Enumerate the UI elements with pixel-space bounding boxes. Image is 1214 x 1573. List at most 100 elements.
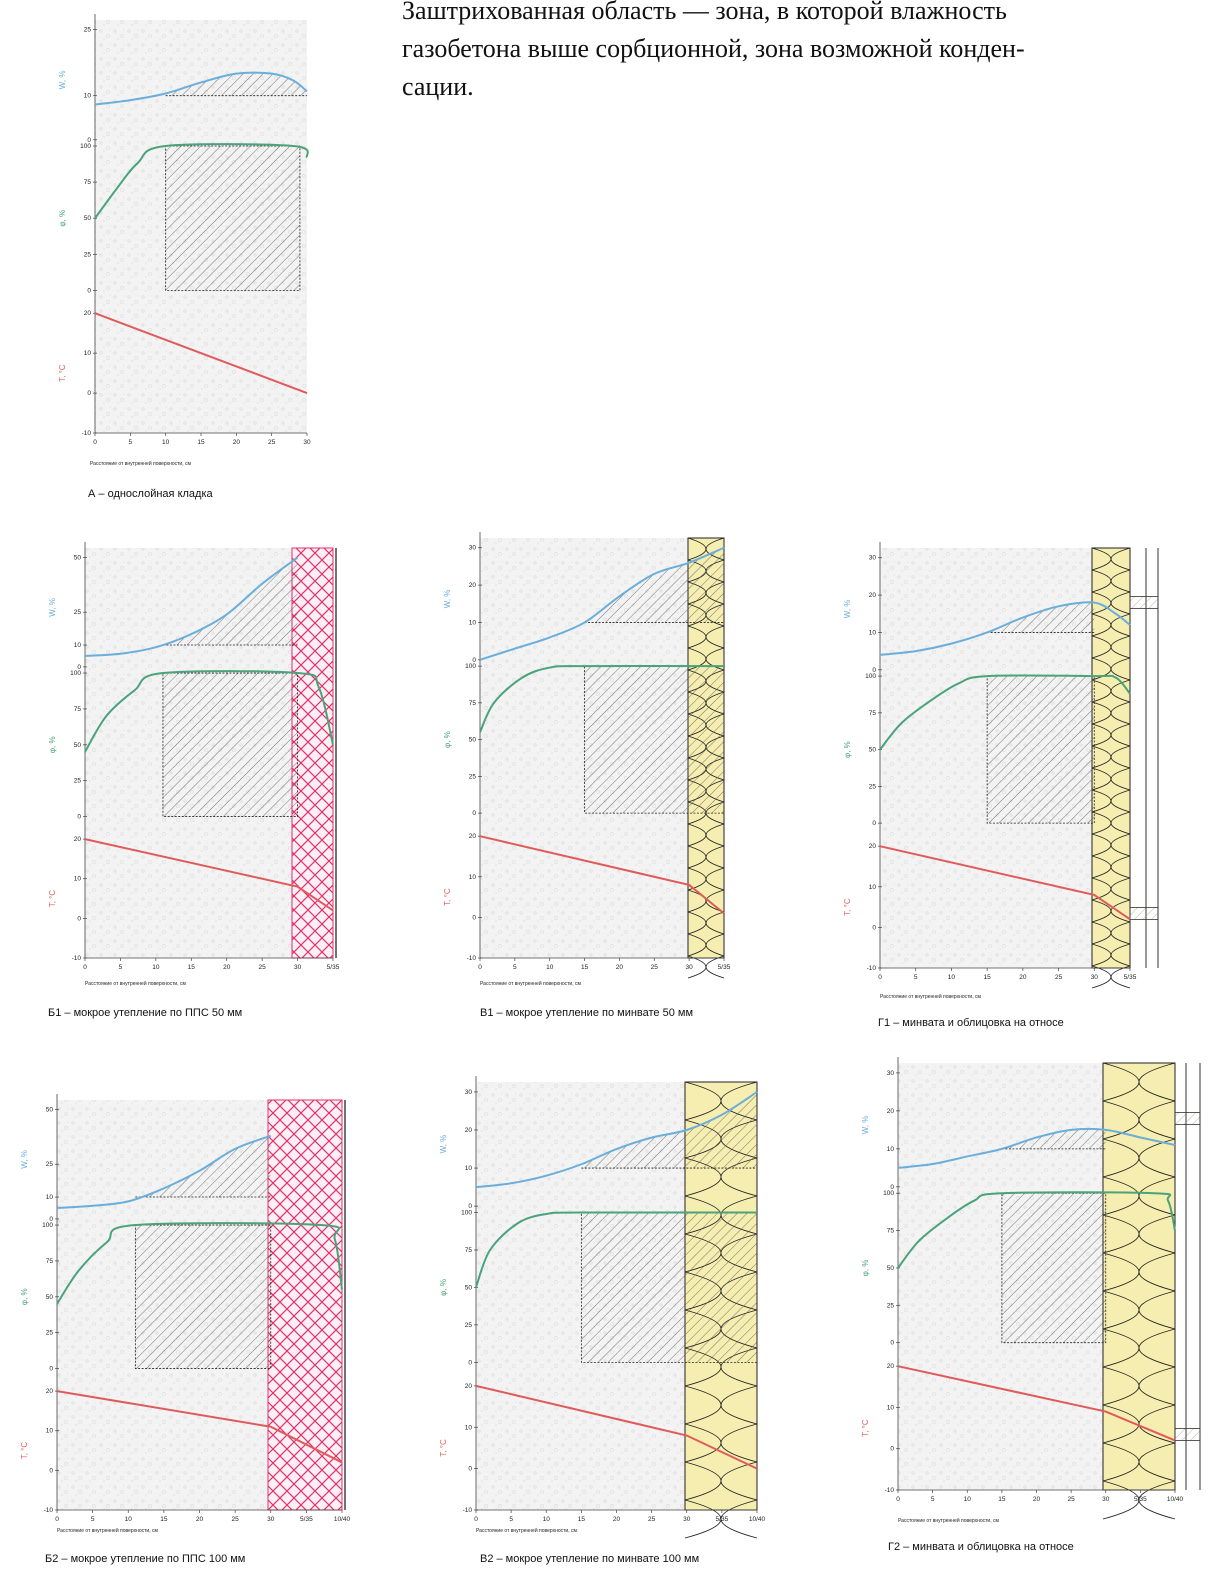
chart-title: Г1 – минвата и облицовка на относе xyxy=(878,1017,1064,1029)
x-axis-label: Расстояние от внутренней поверхности, см xyxy=(476,1527,577,1534)
t-tick-label: 20 xyxy=(465,1383,473,1390)
t-curve xyxy=(475,1384,758,1470)
t-tick-label: 0 xyxy=(77,915,81,922)
t-axis-label: T, °C xyxy=(20,1442,29,1460)
phi-curve xyxy=(897,1191,1176,1269)
x-tick-label: 0 xyxy=(878,974,882,981)
pps-hatch xyxy=(292,548,333,958)
w-curve xyxy=(84,556,299,657)
phi-curve xyxy=(84,670,334,753)
minwool-pattern xyxy=(1102,1062,1176,1520)
phi-tick-label: 25 xyxy=(887,1302,895,1309)
w-tick-label: 0 xyxy=(87,137,91,144)
phi-tick-label: 25 xyxy=(869,783,877,790)
x-tick-label: 10 xyxy=(162,439,170,446)
w-axis-label: W, % xyxy=(439,1135,448,1154)
w-tick-label: 10 xyxy=(469,619,477,626)
x-tick-label: 30 xyxy=(686,964,694,971)
bracket-2 xyxy=(1174,1428,1201,1441)
x-tick-label: 20 xyxy=(233,439,241,446)
phi-tick-label: 75 xyxy=(469,700,477,707)
phi-tick-label: 25 xyxy=(469,773,477,780)
w-axis-label: W, % xyxy=(861,1116,870,1135)
t-tick-label: 0 xyxy=(49,1467,53,1474)
w-curve xyxy=(479,546,725,661)
w-tick-label: 10 xyxy=(869,629,877,636)
w-condensation-zone xyxy=(165,72,307,96)
x-axis-label: Расстояние от внутренней поверхности, см xyxy=(898,1517,999,1524)
phi-axis-label: φ, % xyxy=(48,736,57,753)
t-axis-label: T, °C xyxy=(861,1419,870,1437)
x-tick-label: 15 xyxy=(998,1496,1006,1503)
phi-tick-label: 100 xyxy=(70,670,81,677)
x-axis-label: Расстояние от внутренней поверхности, см xyxy=(57,1527,158,1534)
w-curve xyxy=(475,1091,758,1189)
phi-tick-label: 75 xyxy=(465,1247,473,1254)
t-tick-label: -10 xyxy=(867,965,877,972)
w-tick-label: 50 xyxy=(46,1107,54,1114)
chart-title: В2 – мокрое утепление по минвате 100 мм xyxy=(480,1553,699,1565)
w-tick-label: 10 xyxy=(465,1165,473,1172)
phi-condensation-zone xyxy=(134,1224,272,1369)
phi-tick-label: 0 xyxy=(49,1366,53,1373)
phi-curve xyxy=(479,664,725,733)
chart-title: В1 – мокрое утепление по минвате 50 мм xyxy=(480,1007,693,1019)
t-tick-label: 0 xyxy=(468,1466,472,1473)
phi-tick-label: 0 xyxy=(77,814,81,821)
chart-title: Г2 – минвата и облицовка на относе xyxy=(888,1541,1074,1553)
x-tick-label: 15 xyxy=(188,964,196,971)
x-tick-label: 25 xyxy=(232,1516,240,1523)
w-axis-label: W, % xyxy=(843,600,852,619)
w-tick-label: 30 xyxy=(869,555,877,562)
x-tick-label: 10 xyxy=(546,964,554,971)
w-tick-label: 30 xyxy=(887,1070,895,1077)
x-tick-label: 5 xyxy=(119,964,123,971)
w-tick-label: 50 xyxy=(74,555,82,562)
x-tick-label: 20 xyxy=(613,1516,621,1523)
x-tick-label: 0 xyxy=(93,439,97,446)
chart-title: А – однослойная кладка xyxy=(88,488,214,500)
t-tick-label: 10 xyxy=(469,874,477,881)
x-tick-label: 5/35 xyxy=(718,964,731,971)
t-axis-label: T, °C xyxy=(48,890,57,908)
phi-condensation-zone xyxy=(986,675,1095,824)
x-tick-label: 5/35 xyxy=(1134,1496,1147,1503)
x-tick-label: 25 xyxy=(268,439,276,446)
t-axis-label: T, °C xyxy=(439,1439,448,1457)
t-tick-label: 0 xyxy=(890,1446,894,1453)
x-tick-label: 15 xyxy=(197,439,205,446)
w-tick-label: 25 xyxy=(84,27,92,34)
intro-line-1: Заштрихованная область — зона, в которой… xyxy=(402,0,1007,25)
minwool-pattern xyxy=(1091,547,1131,989)
x-tick-label: 5 xyxy=(91,1516,95,1523)
w-tick-label: 0 xyxy=(890,1184,894,1191)
x-tick-label: 5 xyxy=(931,1496,935,1503)
x-tick-label: 5 xyxy=(914,974,918,981)
t-tick-label: 0 xyxy=(872,924,876,931)
x-tick-label: 10/40 xyxy=(334,1516,351,1523)
phi-tick-label: 50 xyxy=(84,215,92,222)
phi-tick-label: 0 xyxy=(872,820,876,827)
w-tick-label: 20 xyxy=(469,582,477,589)
pps-hatch xyxy=(268,1100,342,1510)
t-curve xyxy=(94,312,308,395)
phi-tick-label: 50 xyxy=(465,1284,473,1291)
w-curve xyxy=(56,1134,272,1209)
phi-axis-label: φ, % xyxy=(443,731,452,748)
t-tick-label: 10 xyxy=(869,884,877,891)
bracket-1 xyxy=(1129,596,1159,609)
t-tick-label: 20 xyxy=(46,1388,54,1395)
x-axis-label: Расстояние от внутренней поверхности, см xyxy=(90,460,191,467)
t-tick-label: 10 xyxy=(887,1404,895,1411)
phi-tick-label: 75 xyxy=(74,706,82,713)
t-tick-label: 20 xyxy=(74,836,82,843)
x-tick-label: 30 xyxy=(683,1516,691,1523)
t-axis-label: T, °C xyxy=(443,888,452,906)
x-tick-label: 20 xyxy=(616,964,624,971)
x-tick-label: 0 xyxy=(83,964,87,971)
w-tick-label: 0 xyxy=(77,664,81,671)
phi-tick-label: 100 xyxy=(461,1210,472,1217)
t-tick-label: -10 xyxy=(72,955,82,962)
